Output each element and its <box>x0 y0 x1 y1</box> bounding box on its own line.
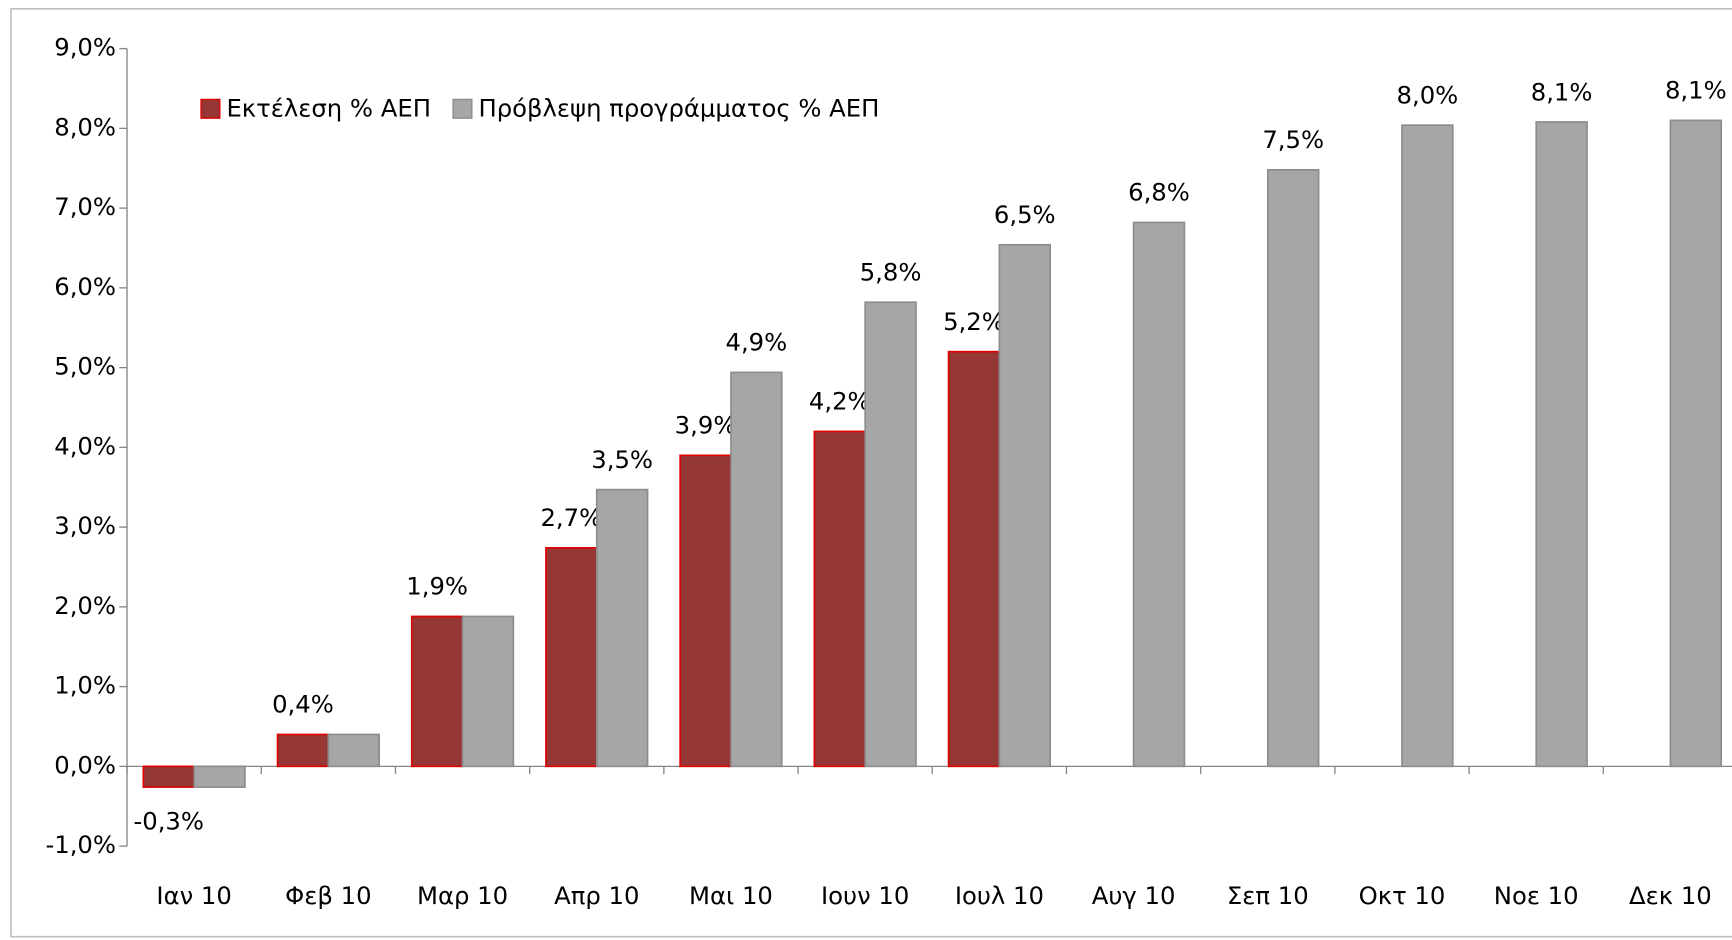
x-tick-label: Ιουλ 10 <box>955 881 1044 910</box>
y-tick-label: 0,0% <box>54 750 116 779</box>
bar <box>1401 124 1454 768</box>
x-tick-label: Σεπ 10 <box>1227 881 1309 910</box>
bar <box>1669 119 1723 768</box>
data-label: 2,7% <box>540 503 602 532</box>
data-label: 4,2% <box>809 387 871 416</box>
x-tick-label: Μαι 10 <box>689 881 773 910</box>
x-tick-label: Οκτ 10 <box>1359 881 1446 910</box>
data-label: 8,1% <box>1665 76 1727 105</box>
bar <box>679 454 732 768</box>
bar <box>998 243 1052 768</box>
data-label: -0,3% <box>133 806 204 835</box>
x-tick-label: Νοε 10 <box>1494 881 1579 910</box>
bar <box>142 765 195 788</box>
bar <box>193 765 246 788</box>
bar <box>1132 221 1186 768</box>
y-tick-label: 1,0% <box>54 671 116 700</box>
y-tick-label: 4,0% <box>54 431 116 460</box>
bar <box>327 733 380 768</box>
data-label: 5,2% <box>943 307 1005 336</box>
bar <box>730 371 783 768</box>
data-label: 8,1% <box>1531 77 1593 106</box>
bar <box>813 430 867 768</box>
legend-label: Εκτέλεση % ΑΕΠ <box>226 93 431 122</box>
bar <box>276 733 330 768</box>
data-label: 3,5% <box>591 445 653 474</box>
x-tick-label: Απρ 10 <box>554 881 639 910</box>
y-tick-label: 5,0% <box>54 352 116 381</box>
y-tick-label: 8,0% <box>54 112 116 141</box>
x-tick-label: Ιουν 10 <box>821 881 909 910</box>
y-tick-label: 9,0% <box>54 33 116 62</box>
bar <box>461 615 515 768</box>
y-tick-label: 3,0% <box>54 511 116 540</box>
data-label: 1,9% <box>406 572 468 601</box>
y-tick-label: 2,0% <box>54 591 116 620</box>
bar <box>1535 121 1588 768</box>
bar <box>545 547 598 768</box>
data-label: 7,5% <box>1262 125 1324 154</box>
data-label: 6,5% <box>994 200 1056 229</box>
bar <box>410 615 464 768</box>
chart-frame <box>10 8 1732 938</box>
data-label: 4,9% <box>726 328 788 357</box>
data-label: 3,9% <box>675 411 737 440</box>
y-tick-label: 7,0% <box>54 192 116 221</box>
x-tick-label: Δεκ 10 <box>1629 881 1712 910</box>
data-label: 0,4% <box>272 690 334 719</box>
bar <box>1266 168 1320 768</box>
x-tick-label: Αυγ 10 <box>1092 881 1176 910</box>
x-tick-label: Ιαν 10 <box>156 881 231 910</box>
data-label: 8,0% <box>1397 80 1459 109</box>
legend-label: Πρόβλεψη προγράμματος % ΑΕΠ <box>478 93 879 122</box>
bar <box>595 488 649 768</box>
legend-swatch <box>452 98 473 119</box>
x-tick-label: Μαρ 10 <box>417 881 508 910</box>
x-tick-label: Φεβ 10 <box>285 881 371 910</box>
bar <box>864 301 917 768</box>
data-label: 5,8% <box>860 257 922 286</box>
y-tick-label: 6,0% <box>54 272 116 301</box>
data-label: 6,8% <box>1128 178 1190 207</box>
legend-swatch <box>200 98 221 119</box>
y-tick-label: -1,0% <box>45 830 116 859</box>
bar <box>947 350 1001 768</box>
